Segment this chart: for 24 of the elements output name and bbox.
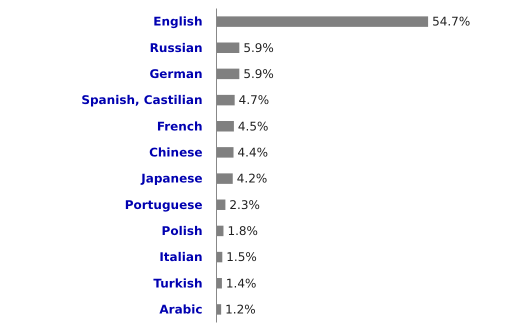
- y-tick-label: Polish: [162, 224, 202, 238]
- data-label: 2.3%: [229, 198, 260, 212]
- y-tick-label: Arabic: [159, 302, 203, 316]
- y-tick-label: Portuguese: [124, 198, 203, 212]
- y-tick-label: English: [153, 14, 203, 29]
- y-tick-label: Chinese: [149, 145, 203, 160]
- data-label: 1.8%: [227, 224, 258, 238]
- data-label: 1.4%: [226, 276, 256, 290]
- y-tick-label: Japanese: [140, 172, 203, 186]
- y-tick-label: Italian: [159, 250, 203, 264]
- y-tick-label: Russian: [150, 40, 203, 55]
- y-tick-label: German: [149, 66, 203, 81]
- data-label: 4.2%: [236, 172, 268, 186]
- data-label: 5.9%: [243, 66, 274, 81]
- data-label: 4.5%: [238, 119, 268, 134]
- data-label: 4.7%: [238, 93, 270, 108]
- y-tick-label: Turkish: [153, 276, 202, 290]
- y-tick-label: Spanish, Castilian: [81, 93, 202, 108]
- data-label: 5.9%: [243, 40, 274, 55]
- data-label: 4.4%: [238, 145, 268, 160]
- y-tick-label: French: [156, 119, 202, 134]
- data-label: 54.7%: [432, 14, 470, 29]
- data-label: 1.2%: [225, 302, 256, 316]
- data-label: 1.5%: [226, 250, 257, 264]
